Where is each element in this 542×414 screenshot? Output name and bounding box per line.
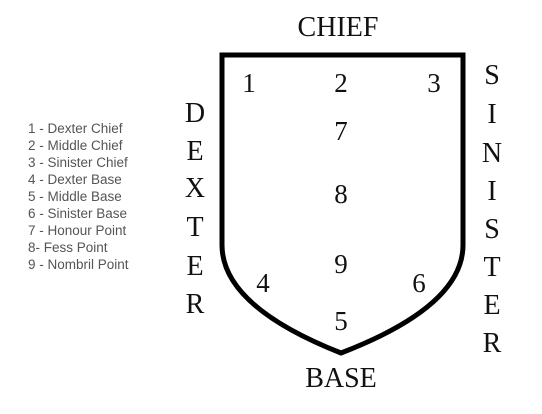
sinister-letter: I — [487, 99, 496, 130]
legend-list: 1 - Dexter Chief 2 - Middle Chief 3 - Si… — [28, 120, 129, 273]
legend-item: 8- Fess Point — [28, 240, 108, 255]
dexter-letter: E — [186, 251, 203, 282]
dexter-letter: X — [185, 173, 205, 204]
dexter-letter: E — [186, 136, 203, 167]
dexter-letter: R — [186, 289, 205, 320]
point-3: 3 — [427, 68, 441, 98]
point-7: 7 — [334, 116, 348, 146]
legend-item: 7 - Honour Point — [28, 223, 127, 238]
sinister-letter: N — [482, 138, 502, 169]
dexter-letter: T — [186, 212, 203, 243]
sinister-letter: E — [483, 290, 500, 321]
chief-label: CHIEF — [298, 12, 379, 43]
dexter-label: D E X T E R — [185, 98, 205, 320]
point-1: 1 — [242, 68, 256, 98]
sinister-letter: R — [483, 328, 502, 359]
sinister-letter: T — [483, 252, 500, 283]
point-5: 5 — [334, 306, 348, 336]
sinister-letter: S — [484, 60, 500, 91]
dexter-letter: D — [185, 98, 205, 129]
sinister-letter: I — [487, 176, 496, 207]
point-4: 4 — [256, 268, 270, 298]
base-label: BASE — [305, 363, 377, 394]
point-2: 2 — [334, 68, 348, 98]
legend-item: 9 - Nombril Point — [28, 257, 129, 272]
legend-item: 3 - Sinister Chief — [28, 155, 128, 170]
point-6: 6 — [412, 268, 426, 298]
sinister-label: S I N I S T E R — [482, 60, 502, 359]
legend-item: 2 - Middle Chief — [28, 138, 123, 153]
legend-item: 1 - Dexter Chief — [28, 121, 123, 136]
shield-outline — [219, 52, 466, 356]
legend-item: 6 - Sinister Base — [28, 206, 128, 221]
point-8: 8 — [334, 179, 348, 209]
legend-item: 4 - Dexter Base — [28, 172, 122, 187]
point-9: 9 — [334, 249, 348, 279]
sinister-letter: S — [484, 214, 500, 245]
legend-item: 5 - Middle Base — [28, 189, 122, 204]
